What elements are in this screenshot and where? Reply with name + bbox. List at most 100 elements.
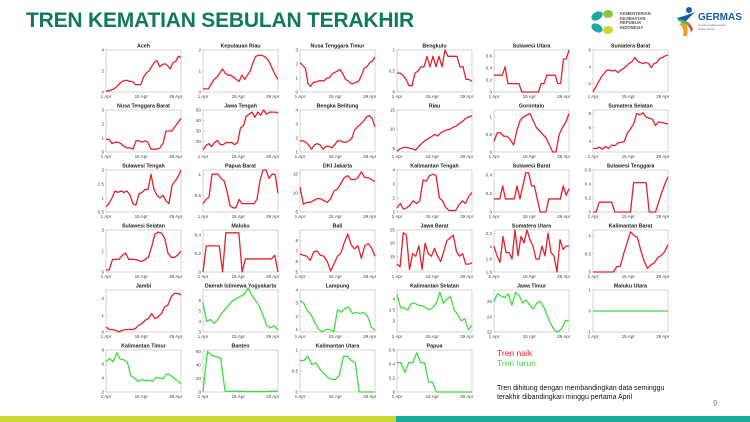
chart-title: Nusa Tenggara Timur (311, 44, 365, 50)
x-tick-label: 1 Apr (198, 214, 209, 219)
y-tick-label: 6 (588, 125, 591, 130)
y-tick-label: 1 (588, 233, 591, 238)
x-tick-label: 15 Apr (523, 214, 537, 219)
chart-papua-barat: Papua Barat 0.5 1 1 Apr 15 Apr 29 Apr (185, 162, 282, 222)
y-tick-label: 2 (101, 168, 104, 173)
trend-line (396, 231, 473, 271)
plot-frame (202, 169, 279, 213)
kemenkes-leaf-icon (591, 10, 613, 34)
chart-sumatera-selatan: Sumatera Selatan 4 6 8 1 Apr 15 Apr 29 Apr (575, 102, 672, 162)
chart-title: Sulawesi Barat (513, 164, 551, 170)
y-tick-label: 0 (489, 210, 492, 215)
germas-figure-icon (677, 7, 695, 36)
chart-banten: Banten 0 20 40 60 1 Apr 15 Apr 29 Apr (185, 342, 282, 402)
x-tick-label: 29 Apr (266, 94, 280, 99)
y-tick-label: 2 (101, 296, 104, 301)
plot-frame (396, 349, 473, 393)
x-tick-label: 15 Apr (329, 274, 343, 279)
trend-line (203, 54, 279, 90)
chart-sulawesi-selatan: Sulawesi Selatan 0 1 2 1 Apr 15 Apr 29 Apr (88, 222, 185, 282)
chart-title: Maluku Utara (614, 284, 647, 290)
y-tick-label: 0 (392, 90, 395, 95)
y-tick-label: 6 (198, 298, 201, 303)
y-tick-label: 1 (588, 288, 591, 293)
chart-title: Sulawesi Utara (513, 44, 551, 50)
chart-title: Kepulauan Riau (220, 44, 260, 50)
x-tick-label: 15 Apr (426, 394, 440, 399)
x-tick-label: 1 Apr (101, 154, 112, 159)
plot-frame (493, 49, 570, 93)
y-tick-label: 10 (390, 127, 396, 132)
plot-frame (396, 49, 473, 93)
x-tick-label: 1 Apr (101, 94, 112, 99)
plot-frame (299, 169, 376, 213)
trend-line (202, 287, 279, 331)
y-tick-label: 2 (101, 228, 104, 233)
x-tick-label: 15 Apr (135, 274, 149, 279)
chart-jawa-timur: Jawa Timur 22 24 26 1 Apr 15 Apr 29 Apr (476, 282, 573, 342)
y-tick-label: 0.5 (195, 193, 202, 198)
y-tick-label: 3 (392, 319, 395, 324)
y-tick-label: 0 (295, 390, 298, 395)
chart-title: Papua (427, 344, 443, 350)
chart-title: Banten (232, 344, 250, 350)
y-tick-label: 3 (198, 330, 201, 335)
x-tick-label: 15 Apr (426, 94, 440, 99)
trend-line (202, 350, 279, 393)
chart-title: Bengka Belitung (317, 104, 359, 110)
x-tick-label: 15 Apr (135, 154, 149, 159)
plot-frame (592, 229, 669, 273)
chart-title: Jawa Timur (517, 284, 546, 290)
y-tick-label: 4 (392, 168, 395, 173)
y-tick-label: 2 (295, 62, 298, 67)
x-tick-label: 15 Apr (523, 274, 537, 279)
x-tick-label: 1 Apr (489, 154, 500, 159)
y-tick-label: 15 (390, 108, 396, 113)
chart-lampung: Lampung 1 2 3 4 1 Apr 15 Apr 29 Apr (282, 282, 379, 342)
y-tick-label: 0.5 (389, 69, 396, 74)
y-tick-label: 0 (101, 330, 104, 335)
plot-frame (202, 49, 279, 93)
x-tick-label: 29 Apr (363, 274, 377, 279)
y-tick-label: 8 (588, 111, 591, 116)
y-tick-label: 0.2 (486, 191, 493, 196)
y-tick-label: 0.2 (585, 196, 592, 201)
x-tick-label: 15 Apr (135, 394, 149, 399)
chart-kalimantan-timur: Kalimantan Timur 2 4 6 8 1 Apr 15 Apr 29 Apr (88, 342, 185, 402)
y-tick-label: 3 (295, 301, 298, 306)
x-tick-label: 15 Apr (329, 154, 343, 159)
y-tick-label: 4 (588, 64, 591, 69)
plot-frame (592, 49, 669, 93)
y-tick-label: 50 (196, 108, 202, 113)
y-tick-label: 3 (101, 108, 104, 113)
chart-title: Kalimantan Timur (121, 344, 166, 350)
x-tick-label: 1 Apr (588, 154, 599, 159)
chart-title: Riau (429, 104, 440, 110)
x-tick-label: 1 Apr (295, 274, 306, 279)
chart-maluku-utara: Maluku Utara -1 0 1 1 Apr 15 Apr 29 Apr (575, 282, 672, 342)
x-tick-label: 1 Apr (295, 94, 306, 99)
chart-title: Jawa Barat (421, 224, 449, 230)
chart-kalimantan-barat: Kalimantan Barat 0 0.5 1 1 Apr 15 Apr 29 Apr (575, 222, 672, 282)
x-tick-label: 29 Apr (363, 394, 377, 399)
chart-title: Sulawesi Tenggara (607, 164, 655, 170)
x-tick-label: 1 Apr (392, 214, 403, 219)
kemenkes-line-4: INDONESIA (620, 24, 644, 30)
y-tick-label: 0.6 (486, 54, 493, 59)
chart-title: DKI Jakarta (323, 164, 352, 170)
plot-frame (592, 109, 669, 153)
x-tick-label: 29 Apr (557, 154, 571, 159)
chart-riau: Riau 5 10 15 1 Apr 15 Apr 29 Apr (379, 102, 476, 162)
x-tick-label: 1 Apr (295, 334, 306, 339)
x-tick-label: 15 Apr (622, 274, 636, 279)
x-tick-label: 29 Apr (460, 154, 474, 159)
y-tick-label: 5 (295, 210, 298, 215)
plot-frame (105, 349, 182, 393)
x-tick-label: 29 Apr (656, 94, 670, 99)
x-tick-label: 15 Apr (523, 334, 537, 339)
y-tick-label: 2 (392, 196, 395, 201)
x-tick-label: 1 Apr (489, 274, 500, 279)
chart-title: Papua Barat (225, 164, 256, 170)
chart-dki-jakarta: DKI Jakarta 5 10 15 1 Apr 15 Apr 29 Apr (282, 162, 379, 222)
